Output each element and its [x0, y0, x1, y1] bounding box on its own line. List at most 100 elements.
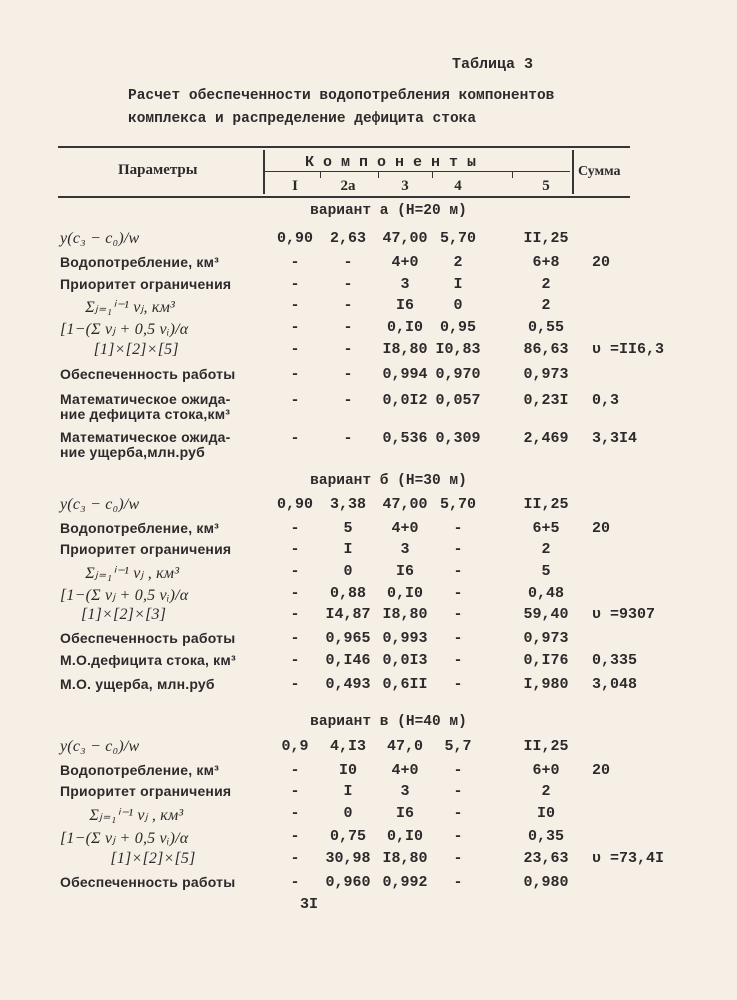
table-cell: - — [290, 783, 300, 800]
table-cell: 0,35 — [527, 828, 564, 845]
row-label: М.О. ущерба, млн.руб — [60, 676, 215, 692]
table-cell: 2 — [541, 276, 551, 293]
sum-cell: υ =73,4I — [592, 850, 665, 867]
table-cell: - — [453, 828, 463, 845]
table-caption-line-1: Расчет обеспеченности водопотребления ко… — [128, 88, 555, 104]
table-cell: - — [290, 254, 300, 271]
table-cell: 5,7 — [444, 738, 472, 755]
header-divider-params — [263, 150, 265, 194]
table-cell: - — [453, 630, 463, 647]
table-cell: 0 — [453, 297, 463, 314]
table-cell: 5 — [343, 520, 353, 537]
table-cell: 4+0 — [391, 520, 419, 537]
table-cell: - — [290, 563, 300, 580]
table-cell: 0,309 — [435, 430, 481, 447]
table-cell: 0,493 — [325, 676, 371, 693]
section-title: вариант а (Н=20 м) — [310, 203, 467, 219]
table-cell: 0,I76 — [523, 652, 569, 669]
table-cell: 4+0 — [391, 254, 419, 271]
row-label: [1−(Σ vⱼ + 0,5 vᵢ)/α — [60, 587, 189, 604]
table-cell: - — [290, 541, 300, 558]
table-cell: 47,00 — [382, 496, 428, 513]
table-cell: 2,63 — [329, 230, 366, 247]
table-cell: I8,80 — [382, 850, 428, 867]
table-cell: - — [343, 297, 353, 314]
header-components: К о м п о н е н т ы — [305, 154, 477, 171]
table-cell: - — [290, 430, 300, 447]
row-label: Математическое ожида- ние дефицита стока… — [60, 391, 231, 422]
table-cell: - — [453, 563, 463, 580]
table-cell: - — [290, 276, 300, 293]
row-label: [1−(Σ vⱼ + 0,5 vᵢ)/α — [60, 830, 189, 847]
column-header-5: 5 — [542, 178, 550, 194]
column-header-1: I — [292, 178, 298, 194]
table-cell: 0,75 — [329, 828, 366, 845]
row-label: [1]×[2]×[5] — [60, 850, 196, 867]
sum-cell: 0,3 — [592, 392, 620, 409]
table-cell: 0,994 — [382, 366, 428, 383]
table-cell: I — [453, 276, 463, 293]
table-cell: I8,80 — [382, 606, 428, 623]
table-cell: I4,87 — [325, 606, 371, 623]
table-cell: - — [290, 850, 300, 867]
table-cell: - — [290, 874, 300, 891]
sum-cell: 3,3I4 — [592, 430, 638, 447]
table-cell: 30,98 — [325, 850, 371, 867]
sum-cell: 3,048 — [592, 676, 638, 693]
column-header-4: 4 — [454, 178, 462, 194]
table-cell: 3 — [400, 276, 410, 293]
table-cell: I6 — [395, 563, 414, 580]
table-cell: - — [290, 762, 300, 779]
sum-cell: 20 — [592, 762, 611, 779]
table-cell: - — [290, 630, 300, 647]
page-number: 3I — [300, 896, 319, 913]
table-cell: - — [290, 341, 300, 358]
table-cell: 0,536 — [382, 430, 428, 447]
table-cell: - — [343, 341, 353, 358]
table-cell: I6 — [395, 297, 414, 314]
table-cell: 0,23I — [523, 392, 569, 409]
table-cell: 2,469 — [523, 430, 569, 447]
table-cell: 0,I0 — [386, 319, 423, 336]
table-caption-line-2: комплекса и распределение дефицита стока — [128, 111, 477, 127]
column-header-3: 3 — [401, 178, 409, 194]
table-cell: 5 — [541, 563, 551, 580]
column-tick — [320, 172, 321, 178]
components-underline — [265, 171, 570, 172]
table-cell: 0,0I3 — [382, 652, 428, 669]
table-cell: 0,90 — [276, 496, 313, 513]
table-cell: 47,0 — [386, 738, 423, 755]
sum-cell: 0,335 — [592, 652, 638, 669]
table-cell: 0,95 — [439, 319, 476, 336]
table-cell: 4,I3 — [329, 738, 366, 755]
table-cell: - — [290, 805, 300, 822]
sum-cell: 20 — [592, 520, 611, 537]
column-tick — [512, 172, 513, 178]
table-cell: 0,973 — [523, 630, 569, 647]
table-cell: 3 — [400, 783, 410, 800]
table-cell: 4+0 — [391, 762, 419, 779]
row-label: Приоритет ограничения — [60, 276, 232, 292]
header-params: Параметры — [118, 162, 198, 178]
table-cell: 5,70 — [439, 496, 476, 513]
table-cell: - — [453, 652, 463, 669]
table-cell: 0,992 — [382, 874, 428, 891]
row-label: Σⱼ₌₁ⁱ⁻¹ vⱼ , км³ — [60, 807, 184, 824]
table-cell: - — [453, 585, 463, 602]
row-label: Водопотребление, км³ — [60, 762, 220, 778]
table-cell: 0,960 — [325, 874, 371, 891]
row-label: Водопотребление, км³ — [60, 254, 220, 270]
table-cell: - — [343, 276, 353, 293]
header-sum: Сумма — [578, 164, 621, 179]
table-cell: - — [290, 520, 300, 537]
table-cell: - — [343, 392, 353, 409]
table-cell: 0,6II — [382, 676, 428, 693]
row-label: Водопотребление, км³ — [60, 520, 220, 536]
row-label: y(c₃ − c₀)/w — [60, 230, 140, 247]
table-cell: 0,9 — [281, 738, 309, 755]
table-cell: I0 — [536, 805, 555, 822]
table-cell: - — [453, 676, 463, 693]
table-cell: - — [290, 676, 300, 693]
header-bottom-rule — [58, 196, 630, 198]
table-cell: - — [453, 874, 463, 891]
